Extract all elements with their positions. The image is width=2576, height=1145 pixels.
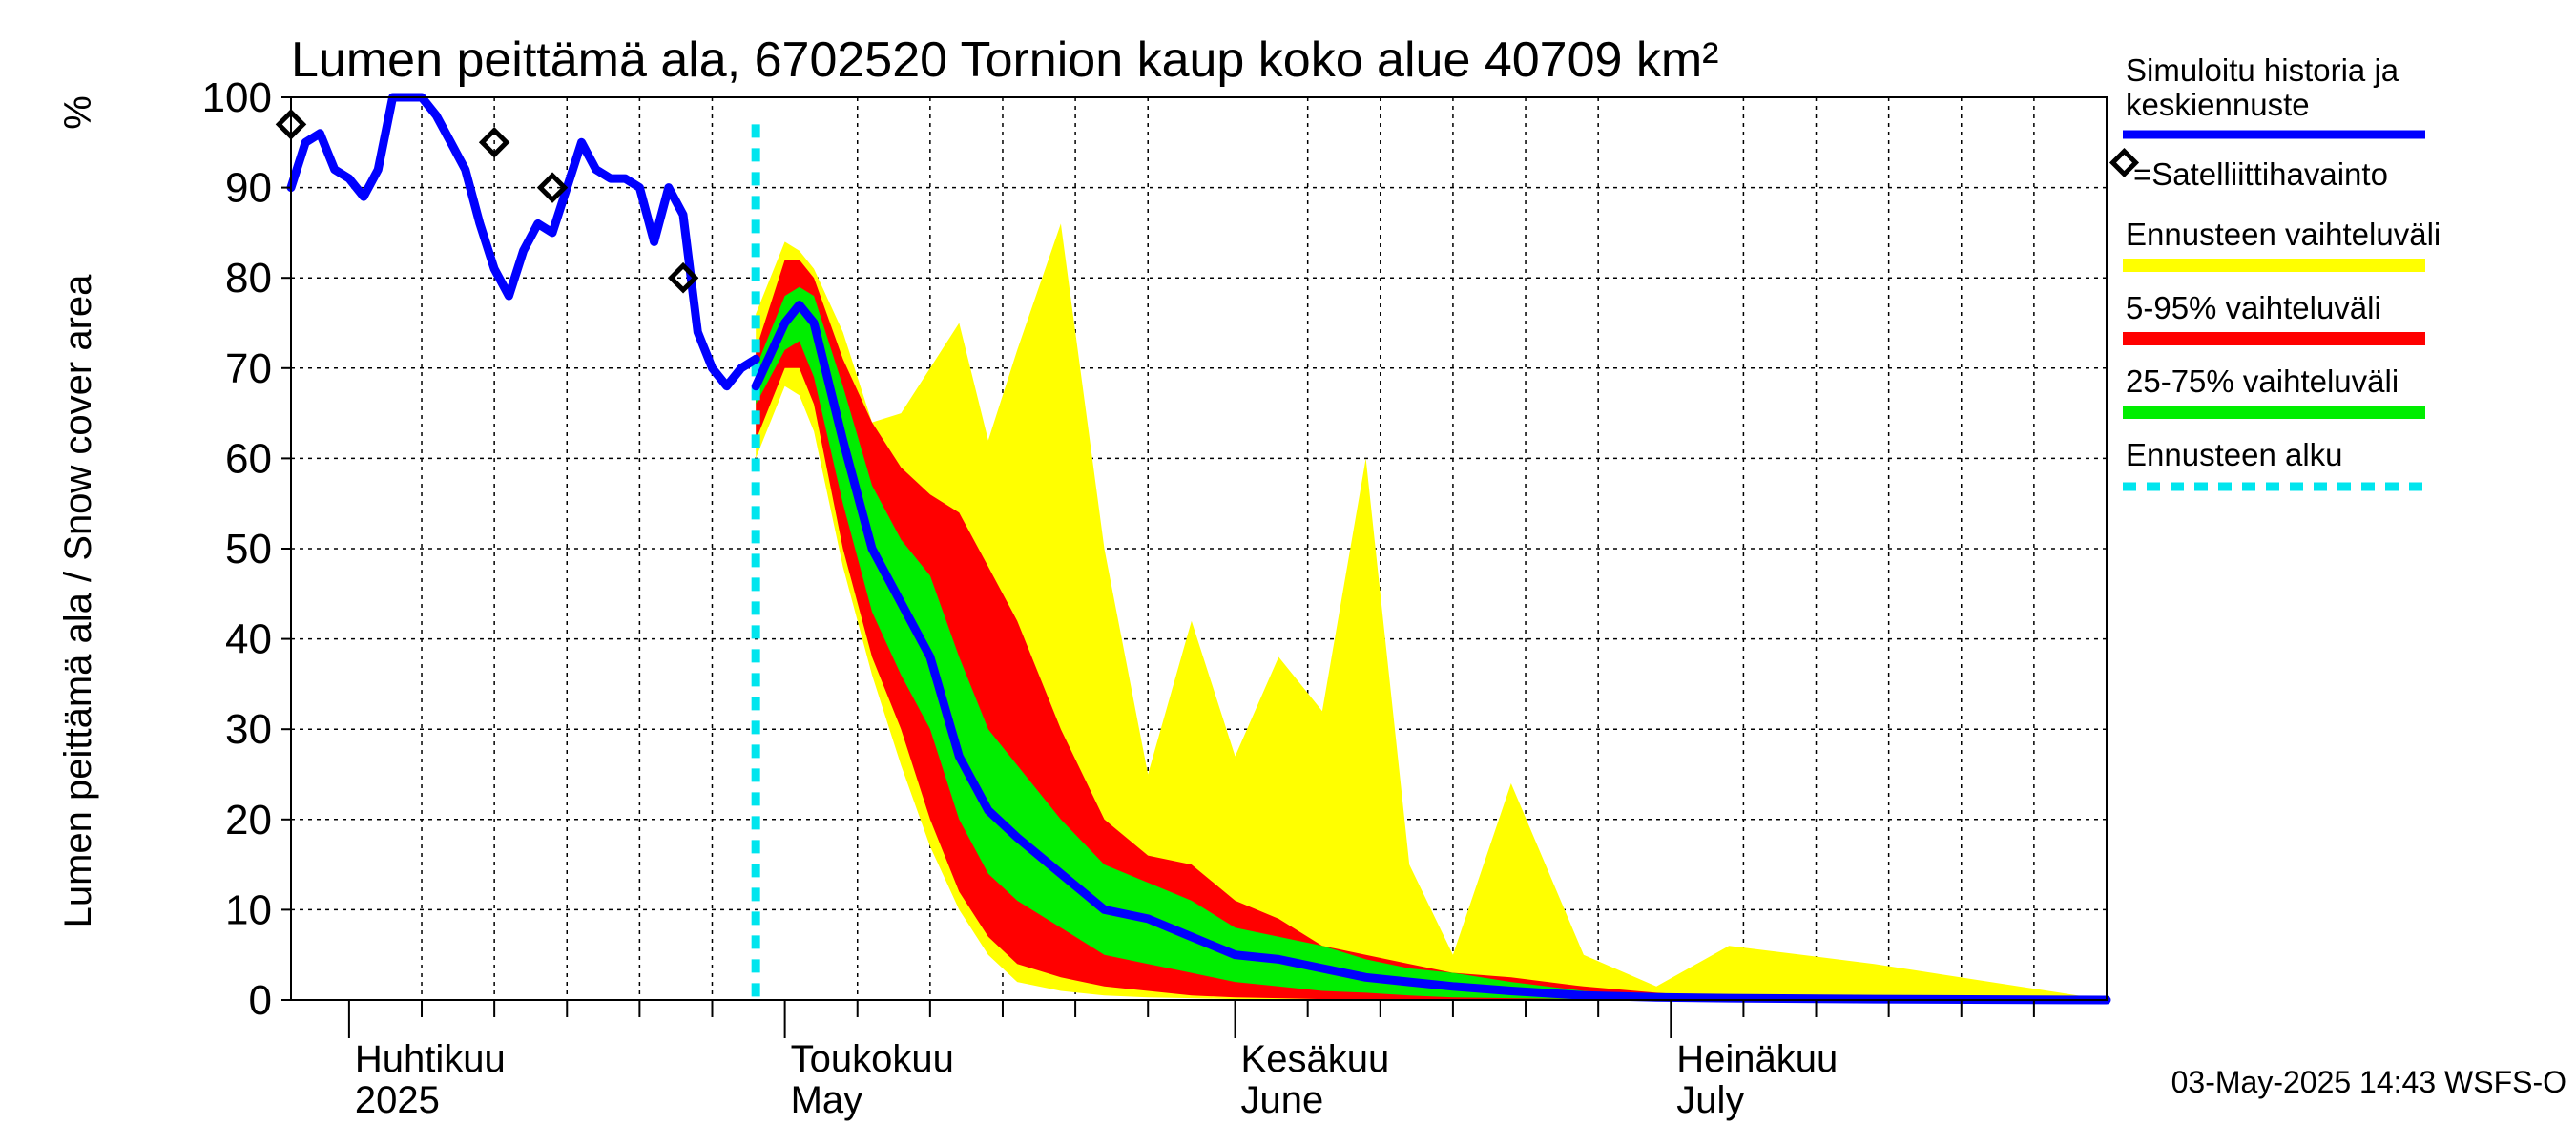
satellite-observations (275, 109, 699, 294)
y-tick-label: 60 (225, 435, 272, 482)
satellite-observation-point (667, 261, 699, 294)
legend-label-forecast-start: Ennusteen alku (2126, 437, 2343, 472)
history-series-line (286, 93, 760, 391)
x-month-label: Kesäkuu (1241, 1038, 1390, 1080)
legend-label-p25-p75: 25-75% vaihteluväli (2126, 364, 2399, 399)
legend: Simuloitu historia ja keskiennuste =Sate… (2109, 52, 2441, 491)
legend-label-satellite: =Satelliittihavainto (2133, 156, 2388, 192)
x-month-label: Huhtikuu (355, 1038, 506, 1080)
grid-lines (291, 97, 2107, 1000)
satellite-observation-point (478, 127, 510, 158)
median-forecast-line (751, 301, 2111, 1005)
y-tick-label: 0 (249, 977, 272, 1024)
y-tick-label: 40 (225, 616, 272, 663)
chart-title: Lumen peittämä ala, 6702520 Tornion kaup… (291, 32, 1719, 88)
legend-label-history-line1: Simuloitu historia ja (2126, 52, 2399, 88)
y-tick-label: 50 (225, 526, 272, 572)
y-tick-label: 90 (225, 165, 272, 212)
y-tick-label: 30 (225, 706, 272, 753)
legend-label-p5-p95: 5-95% vaihteluväli (2126, 290, 2381, 325)
x-month-sublabel: June (1241, 1079, 1324, 1121)
legend-swatch-satellite-diamond (2109, 147, 2140, 178)
y-tick-label: 80 (225, 255, 272, 302)
timestamp: 03-May-2025 14:43 WSFS-O (2171, 1065, 2566, 1099)
x-month-label: Toukokuu (791, 1038, 954, 1080)
y-axis-label: Lumen peittämä ala / Snow cover area (57, 274, 99, 928)
legend-label-range: Ennusteen vaihteluväli (2126, 217, 2441, 252)
p5-p95-band (756, 260, 2108, 1000)
x-month-sublabel: July (1676, 1079, 1744, 1121)
legend-label-history-line2: keskiennuste (2126, 87, 2310, 122)
forecast-bands (756, 223, 2108, 1000)
y-tick-label: 70 (225, 345, 272, 392)
y-axis-ticks: 0 10 20 30 40 50 60 70 80 90 100 (202, 74, 291, 1024)
y-tick-label: 100 (202, 74, 272, 121)
satellite-observation-point (536, 172, 569, 203)
legend-label-history: Simuloitu historia ja keskiennuste (2126, 52, 2407, 122)
x-month-label: Heinäkuu (1676, 1038, 1838, 1080)
y-tick-label: 20 (225, 797, 272, 843)
x-month-sublabel: May (791, 1079, 863, 1121)
y-axis-unit: % (57, 95, 99, 130)
y-tick-label: 10 (225, 886, 272, 933)
x-month-sublabel: 2025 (355, 1079, 440, 1121)
satellite-observation-point (275, 109, 307, 140)
